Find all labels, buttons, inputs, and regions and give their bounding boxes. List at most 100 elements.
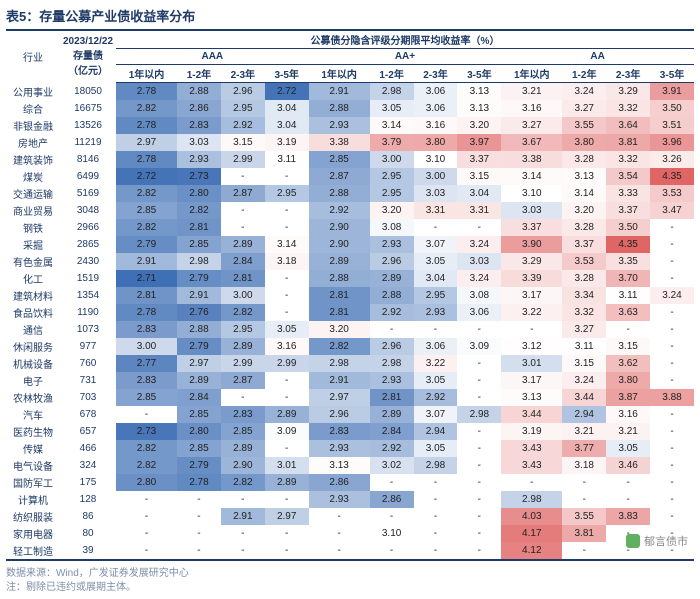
value-cell: 3.35: [606, 253, 650, 270]
value-cell: -: [414, 542, 458, 560]
value-cell: 3.32: [606, 100, 650, 117]
amount-cell: 1519: [60, 270, 116, 287]
value-cell: -: [265, 219, 309, 236]
value-cell: 2.82: [221, 304, 265, 321]
table-row: 非银金融135262.782.832.923.042.933.143.163.2…: [6, 117, 694, 134]
value-cell: 2.85: [177, 236, 221, 253]
industry-cell: 医药生物: [6, 423, 60, 440]
value-cell: -: [265, 491, 309, 508]
amount-cell: 2430: [60, 253, 116, 270]
value-cell: 3.91: [650, 83, 694, 100]
value-cell: -: [501, 474, 562, 491]
value-cell: 2.89: [370, 270, 414, 287]
value-cell: 3.06: [414, 100, 458, 117]
value-cell: 3.28: [562, 151, 606, 168]
value-cell: -: [177, 508, 221, 525]
value-cell: 3.09: [457, 338, 501, 355]
value-cell: 2.80: [177, 423, 221, 440]
amount-cell: 18050: [60, 83, 116, 100]
value-cell: -: [650, 474, 694, 491]
value-cell: -: [370, 508, 414, 525]
value-cell: 3.13: [457, 83, 501, 100]
value-cell: 3.01: [265, 457, 309, 474]
value-cell: 2.82: [116, 219, 177, 236]
value-cell: 2.87: [221, 372, 265, 389]
industry-cell: 通信: [6, 321, 60, 338]
period-col: 1-2年: [177, 65, 221, 83]
table-row: 国防军工1752.802.782.822.892.86-------: [6, 474, 694, 491]
value-cell: 2.79: [177, 457, 221, 474]
value-cell: 3.32: [606, 151, 650, 168]
value-cell: 2.73: [116, 423, 177, 440]
value-cell: 3.19: [501, 423, 562, 440]
amount-cell: 1073: [60, 321, 116, 338]
value-cell: 2.91: [177, 287, 221, 304]
table-row: 计算机128----2.932.86--2.98---: [6, 491, 694, 508]
amount-cell: 703: [60, 389, 116, 406]
value-cell: 2.72: [116, 168, 177, 185]
value-cell: 2.78: [177, 474, 221, 491]
period-col: 1-2年: [370, 65, 414, 83]
watermark: 郁言债市: [626, 533, 688, 549]
table-row: 建筑材料13542.812.913.00-2.812.882.953.083.1…: [6, 287, 694, 304]
value-cell: 3.81: [606, 134, 650, 151]
value-cell: 3.39: [501, 270, 562, 287]
table-body: 公用事业180502.782.882.962.722.912.983.063.1…: [6, 83, 694, 560]
value-cell: -: [457, 389, 501, 406]
value-cell: 3.31: [414, 202, 458, 219]
value-cell: 4.17: [501, 525, 562, 542]
industry-cell: 计算机: [6, 491, 60, 508]
value-cell: 2.98: [370, 83, 414, 100]
value-cell: 3.05: [606, 440, 650, 457]
table-row: 有色金属24302.912.982.843.182.892.963.053.03…: [6, 253, 694, 270]
value-cell: 3.08: [370, 219, 414, 236]
value-cell: 3.88: [650, 389, 694, 406]
value-cell: -: [265, 168, 309, 185]
value-cell: 2.82: [177, 202, 221, 219]
value-cell: 2.85: [309, 151, 370, 168]
value-cell: 2.90: [309, 219, 370, 236]
industry-cell: 采掘: [6, 236, 60, 253]
value-cell: -: [650, 270, 694, 287]
value-cell: 3.04: [457, 185, 501, 202]
value-cell: -: [650, 406, 694, 423]
value-cell: 2.84: [177, 389, 221, 406]
value-cell: 2.96: [370, 338, 414, 355]
value-cell: 2.86: [309, 474, 370, 491]
value-cell: 3.51: [650, 117, 694, 134]
value-cell: 2.89: [177, 372, 221, 389]
value-cell: 2.88: [177, 83, 221, 100]
value-cell: -: [650, 423, 694, 440]
value-cell: 3.11: [606, 287, 650, 304]
table-row: 公用事业180502.782.882.962.722.912.983.063.1…: [6, 83, 694, 100]
group-aaplus: AA+: [309, 49, 502, 65]
table-row: 钢铁29662.822.81--2.903.08--3.373.283.50-: [6, 219, 694, 236]
value-cell: 2.85: [116, 202, 177, 219]
value-cell: 3.17: [501, 372, 562, 389]
value-cell: 3.13: [501, 389, 562, 406]
value-cell: 3.20: [370, 202, 414, 219]
value-cell: 3.06: [414, 83, 458, 100]
value-cell: 3.50: [606, 219, 650, 236]
value-cell: 2.78: [116, 117, 177, 134]
table-row: 交通运输51692.822.802.872.952.882.953.033.04…: [6, 185, 694, 202]
value-cell: 3.04: [265, 117, 309, 134]
value-cell: -: [650, 508, 694, 525]
value-cell: 2.82: [116, 440, 177, 457]
value-cell: 2.81: [309, 304, 370, 321]
value-cell: -: [221, 219, 265, 236]
value-cell: 2.95: [265, 185, 309, 202]
value-cell: -: [221, 168, 265, 185]
value-cell: 3.03: [414, 185, 458, 202]
value-cell: 3.14: [370, 117, 414, 134]
value-cell: -: [265, 304, 309, 321]
value-cell: -: [370, 474, 414, 491]
value-cell: 2.95: [414, 287, 458, 304]
value-cell: 3.44: [562, 389, 606, 406]
value-cell: 2.73: [177, 168, 221, 185]
industry-cell: 国防军工: [6, 474, 60, 491]
value-cell: 2.78: [116, 83, 177, 100]
industry-cell: 交通运输: [6, 185, 60, 202]
value-cell: 3.20: [309, 321, 370, 338]
value-cell: 3.37: [501, 219, 562, 236]
